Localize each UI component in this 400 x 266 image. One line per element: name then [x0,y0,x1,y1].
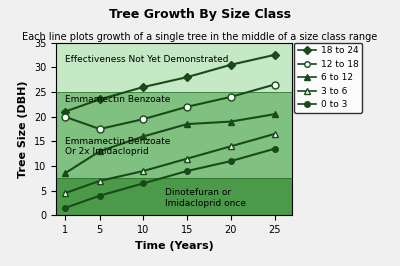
12 to 18 [97,127,102,131]
0 to 3 [185,169,190,173]
Line: 6 to 12: 6 to 12 [61,111,278,177]
18 to 24 [228,63,233,66]
0 to 3 [141,182,146,185]
Bar [56,43,292,92]
18 to 24 [185,76,190,79]
Bar [56,178,292,215]
12 to 18 [141,118,146,121]
6 to 12 [97,150,102,153]
Text: Effectiveness Not Yet Demonstrated: Effectiveness Not Yet Demonstrated [65,55,228,64]
3 to 6 [62,192,67,195]
X-axis label: Time (Years): Time (Years) [135,241,213,251]
6 to 12 [62,172,67,175]
0 to 3 [97,194,102,197]
Line: 0 to 3: 0 to 3 [62,146,277,211]
Text: Tree Growth By Size Class: Tree Growth By Size Class [109,8,291,21]
0 to 3 [62,206,67,210]
3 to 6 [141,169,146,173]
Text: Emmamectin Benzoate
Or 2x Imidacloprid: Emmamectin Benzoate Or 2x Imidacloprid [65,137,170,156]
6 to 12 [141,135,146,138]
Line: 18 to 24: 18 to 24 [62,52,277,114]
0 to 3 [228,160,233,163]
18 to 24 [97,98,102,101]
Bar [56,92,292,178]
Line: 12 to 18: 12 to 18 [61,81,278,132]
Text: Each line plots growth of a single tree in the middle of a size class range: Each line plots growth of a single tree … [22,32,378,42]
Line: 3 to 6: 3 to 6 [61,131,278,197]
3 to 6 [272,132,277,136]
12 to 18 [228,95,233,98]
6 to 12 [228,120,233,123]
Text: Dinotefuran or
Imidacloprid once: Dinotefuran or Imidacloprid once [165,189,246,208]
Y-axis label: Tree Size (DBH): Tree Size (DBH) [18,80,28,178]
Text: Emmamectin Benzoate: Emmamectin Benzoate [65,95,170,104]
6 to 12 [185,122,190,126]
12 to 18 [185,105,190,108]
3 to 6 [228,145,233,148]
18 to 24 [141,85,146,89]
Legend: 18 to 24, 12 to 18, 6 to 12, 3 to 6, 0 to 3: 18 to 24, 12 to 18, 6 to 12, 3 to 6, 0 t… [294,43,362,113]
0 to 3 [272,147,277,150]
3 to 6 [185,157,190,160]
12 to 18 [62,115,67,118]
3 to 6 [97,179,102,182]
6 to 12 [272,113,277,116]
18 to 24 [62,110,67,113]
12 to 18 [272,83,277,86]
18 to 24 [272,53,277,56]
